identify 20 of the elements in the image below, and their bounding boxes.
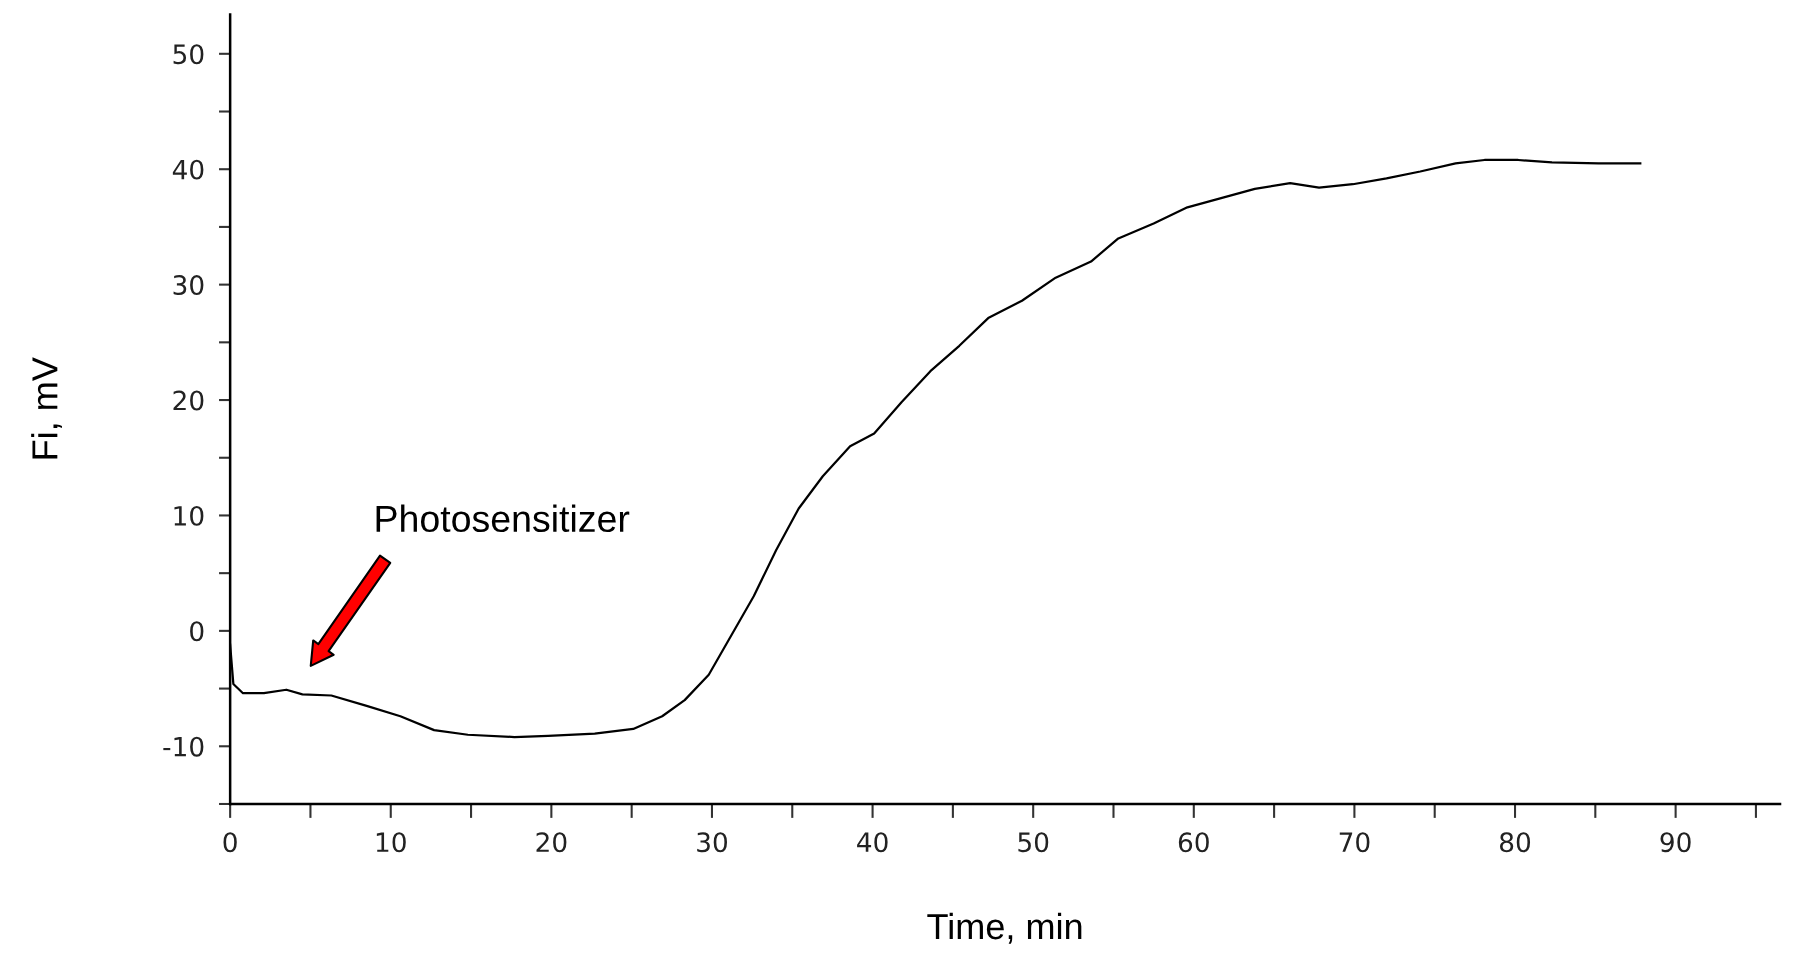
x-tick-label: 30 [697,832,728,853]
x-axis-title: Time, min [927,912,1082,944]
x-tick-label: 80 [1500,832,1531,853]
x-tick-label: 90 [1660,832,1691,853]
annotation: Photosensitizer [376,504,630,533]
y-tick-label: 50 [173,44,204,65]
y-tick-label: 30 [173,275,204,296]
x-tick-label: 70 [1339,832,1370,853]
x-tick-label: 20 [536,832,567,853]
y-tick-label: 0 [190,621,204,642]
y-tick-label: 20 [173,390,204,411]
x-tick-label: 10 [376,832,406,853]
x-tick-label: 60 [1178,832,1209,853]
y-tick-label: -10 [163,736,204,757]
y-axis-title: Fi, mV [31,357,62,459]
y-tick-label: 10 [174,505,204,526]
y-tick-label: 40 [172,159,204,180]
x-tick-label: 50 [1018,832,1049,853]
x-tick-label: 0 [223,832,237,853]
x-tick-label: 40 [857,832,888,853]
